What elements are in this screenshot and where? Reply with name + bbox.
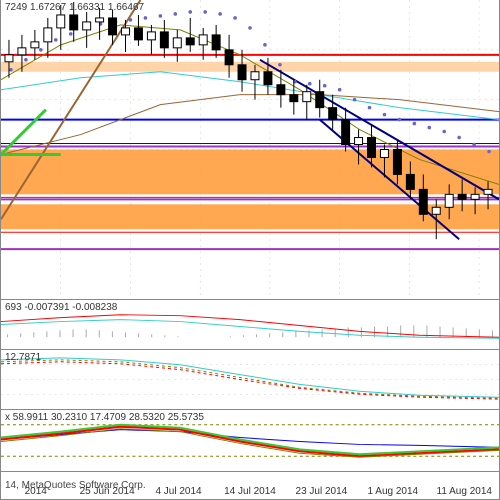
date-tick: 11 Aug 2014 (429, 486, 500, 500)
date-tick: 23 Jul 2014 (286, 486, 357, 500)
date-tick: 4 Jul 2014 (143, 486, 214, 500)
indicator-2-label: 12.7871 (5, 352, 41, 363)
indicator-1-panel[interactable]: 693 -0.007391 -0.008238 (0, 300, 500, 350)
ohlc-label: 7249 1.67267 1.66331 1.66467 (5, 2, 144, 13)
indicator-3-panel[interactable]: x 58.9911 30.2310 17.4709 28.5320 25.573… (0, 410, 500, 472)
footer-bar: 14, MetaQuotes Software Corp. 201425 Jun… (0, 472, 500, 500)
date-tick: 14 Jul 2014 (214, 486, 285, 500)
x-axis-labels: 201425 Jun 20144 Jul 201414 Jul 201423 J… (0, 486, 500, 500)
price-chart-svg (1, 0, 499, 299)
indicator-1-label: 693 -0.007391 -0.008238 (5, 302, 117, 313)
date-tick: 25 Jun 2014 (71, 486, 142, 500)
indicator-2-svg (1, 350, 499, 409)
indicator-2-panel[interactable]: 12.7871 (0, 350, 500, 410)
price-chart-panel[interactable]: 7249 1.67267 1.66331 1.66467 (0, 0, 500, 300)
date-tick: 1 Aug 2014 (357, 486, 428, 500)
indicator-3-label: x 58.9911 30.2310 17.4709 28.5320 25.573… (5, 412, 204, 423)
date-tick: 2014 (0, 486, 71, 500)
